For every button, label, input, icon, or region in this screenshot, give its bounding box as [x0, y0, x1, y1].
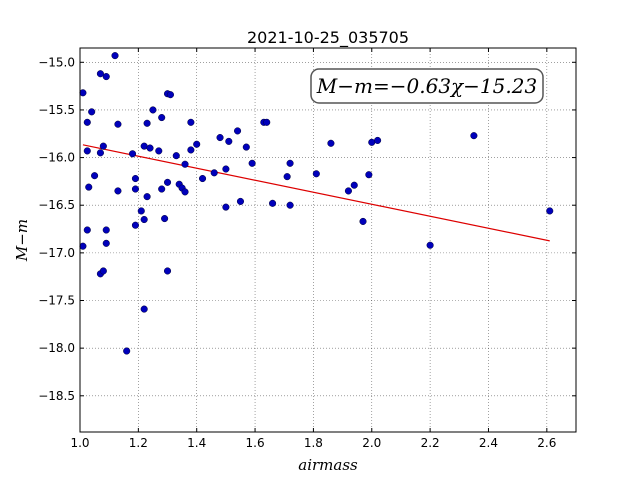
- data-point: [83, 226, 91, 234]
- x-tick-label: 2.6: [537, 436, 556, 450]
- data-point: [79, 242, 87, 250]
- x-tick-labels: 1.0 1.2 1.4 1.6 1.8 2.0 2.2 2.4 2.6: [70, 436, 556, 450]
- y-tick-label: −16.0: [38, 151, 75, 165]
- data-point: [83, 147, 91, 155]
- data-point: [99, 267, 107, 275]
- data-point: [131, 185, 139, 193]
- x-tick-label: 1.6: [246, 436, 265, 450]
- data-point: [143, 193, 151, 201]
- data-point: [426, 241, 434, 249]
- data-point: [111, 52, 119, 60]
- data-point: [96, 70, 104, 78]
- data-point: [263, 118, 271, 126]
- data-point: [283, 173, 291, 181]
- data-point: [181, 160, 189, 168]
- data-point: [166, 91, 174, 99]
- x-tick-label: 1.4: [187, 436, 206, 450]
- data-point: [222, 203, 230, 211]
- data-point: [163, 267, 172, 275]
- data-point: [187, 146, 195, 154]
- data-point: [172, 152, 180, 160]
- fit-equation-label: M−m=−0.63χ−15.23: [316, 74, 537, 98]
- x-tick-label: 2.0: [362, 436, 381, 450]
- x-tick-label: 1.2: [129, 436, 148, 450]
- data-point: [91, 172, 99, 180]
- x-tick-label: 2.4: [479, 436, 498, 450]
- y-tick-label: −17.0: [38, 246, 75, 260]
- data-point: [128, 150, 137, 158]
- data-point: [96, 149, 104, 157]
- data-point: [181, 188, 189, 196]
- data-point: [269, 199, 277, 207]
- data-point: [161, 215, 169, 223]
- data-point: [365, 171, 373, 179]
- data-point: [470, 132, 478, 140]
- data-point: [350, 181, 358, 189]
- data-point: [131, 221, 139, 229]
- data-point: [114, 187, 122, 195]
- data-point: [79, 89, 87, 97]
- x-tick-label: 1.0: [70, 436, 89, 450]
- fit-equation-box: [310, 68, 544, 104]
- data-point: [234, 127, 242, 135]
- fit-line: [82, 144, 550, 242]
- x-axis-label: airmass: [298, 456, 358, 474]
- data-point: [163, 178, 172, 186]
- chart-title: 2021-10-25_035705: [247, 28, 409, 48]
- y-tick-label: −15.5: [38, 103, 75, 117]
- data-point: [131, 174, 139, 183]
- data-point: [158, 185, 166, 193]
- data-point: [210, 169, 218, 177]
- fit-line-segment: [82, 144, 550, 242]
- data-point: [114, 120, 122, 128]
- data-point: [225, 137, 233, 145]
- data-point: [146, 144, 154, 152]
- y-tick-label: −16.5: [38, 198, 75, 212]
- plot-frame: [79, 47, 577, 433]
- data-point: [88, 108, 96, 116]
- data-point: [344, 187, 352, 195]
- axis-ticks: [79, 48, 576, 432]
- data-point: [222, 165, 230, 173]
- data-point: [137, 207, 145, 215]
- data-point: [359, 217, 367, 225]
- y-tick-label: −18.0: [38, 341, 75, 355]
- data-point: [140, 215, 148, 224]
- data-point: [236, 197, 245, 205]
- data-point: [123, 347, 131, 355]
- data-point: [374, 136, 382, 144]
- data-point: [140, 305, 148, 313]
- data-point: [312, 170, 320, 178]
- data-point: [193, 140, 201, 148]
- data-point: [187, 118, 195, 126]
- y-tick-label: −15.0: [38, 55, 75, 69]
- data-point: [149, 106, 157, 114]
- data-point: [99, 142, 107, 150]
- data-point: [85, 183, 93, 191]
- data-point: [546, 207, 554, 215]
- y-tick-label: −18.5: [38, 389, 75, 403]
- data-point: [242, 143, 250, 151]
- data-point: [102, 226, 110, 234]
- data-point: [158, 114, 166, 122]
- data-point: [102, 239, 110, 247]
- data-point: [83, 118, 91, 126]
- x-tick-label: 1.8: [304, 436, 323, 450]
- x-tick-label: 2.2: [421, 436, 440, 450]
- data-points: [79, 52, 554, 355]
- data-point: [216, 134, 224, 142]
- data-point: [198, 174, 207, 183]
- y-tick-label: −17.5: [38, 294, 75, 308]
- data-point: [143, 119, 151, 127]
- data-point: [286, 201, 294, 209]
- y-axis-label: M−m: [13, 219, 31, 262]
- data-point: [286, 159, 294, 167]
- y-tick-labels: −15.0 −15.5 −16.0 −16.5 −17.0 −17.5 −18.0 −18.5: [38, 55, 75, 402]
- data-point: [327, 139, 335, 147]
- data-point: [102, 73, 110, 81]
- data-point: [155, 147, 163, 155]
- data-point: [248, 159, 256, 167]
